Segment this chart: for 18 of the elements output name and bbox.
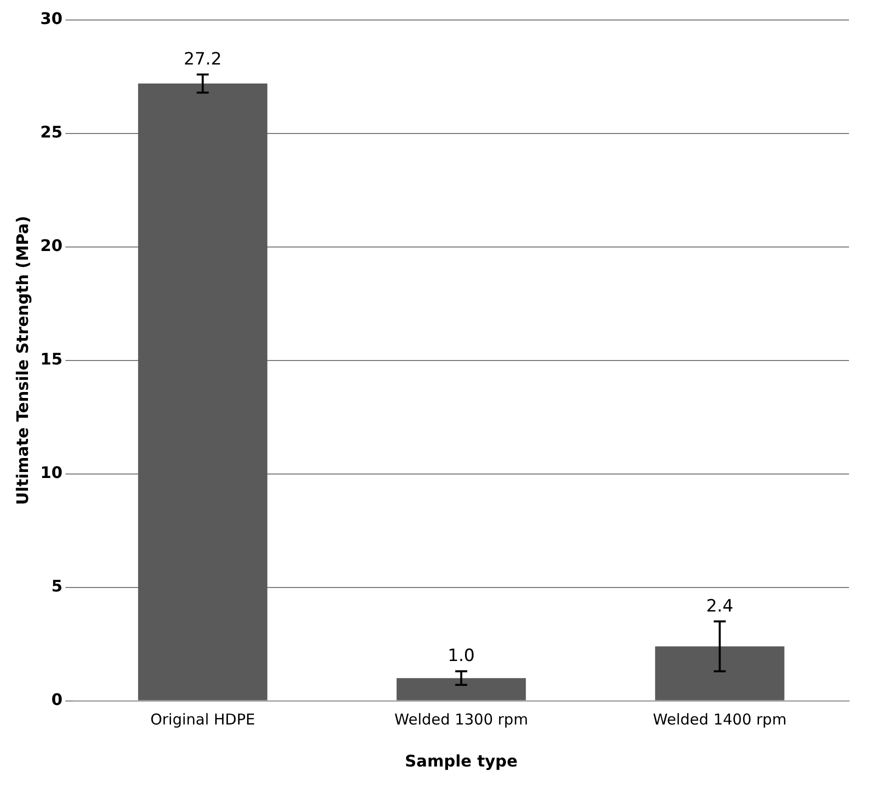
y-tick-label: 15 xyxy=(40,350,62,369)
data-label: 1.0 xyxy=(448,646,475,666)
x-tick-label: Welded 1300 rpm xyxy=(394,710,528,729)
bar xyxy=(138,84,268,700)
bar xyxy=(396,678,526,700)
x-axis-title: Sample type xyxy=(404,752,518,771)
data-label: 2.4 xyxy=(706,596,734,616)
y-tick-label: 20 xyxy=(40,236,62,256)
bar xyxy=(655,646,784,700)
x-tick-label: Original HDPE xyxy=(150,710,256,729)
data-label: 27.2 xyxy=(184,49,222,70)
y-axis-title: Ultimate Tensile Strength (MPa) xyxy=(12,216,32,505)
y-tick-label: 0 xyxy=(51,690,62,709)
y-tick-label: 5 xyxy=(51,576,62,596)
y-tick-label: 10 xyxy=(40,463,62,482)
y-tick-label: 30 xyxy=(40,9,62,28)
x-tick-label: Welded 1400 rpm xyxy=(652,710,787,729)
y-tick-label: 25 xyxy=(40,122,62,142)
